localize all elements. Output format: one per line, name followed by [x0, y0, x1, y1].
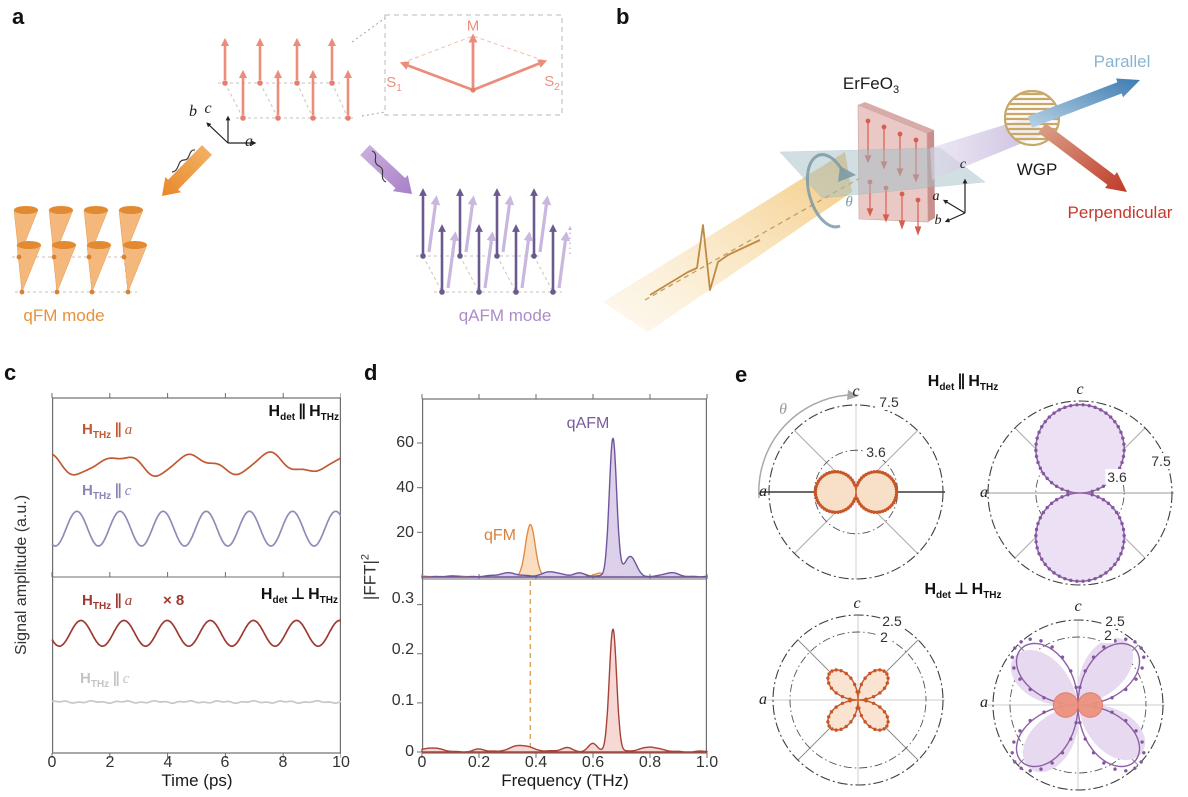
polar2-c-axis: c	[1076, 381, 1084, 398]
c-yaxis-title: Signal amplitude (a.u.)	[13, 494, 30, 656]
crystal-axis-c-label: c	[959, 157, 967, 172]
c-xtick-0: 0	[47, 754, 57, 771]
polar1-ring-inner: 3.6	[864, 444, 888, 460]
polar4-ring-outer: 2.5	[1103, 613, 1127, 629]
d-xtick-04: 0.4	[524, 754, 548, 771]
qfm-lattice	[12, 206, 148, 295]
d-ytick-01: 0.1	[391, 692, 414, 709]
polar1-c-axis: c	[852, 383, 860, 400]
c-xtick-2: 2	[105, 754, 115, 771]
axis-c-label: c	[204, 100, 212, 117]
axis-a-label: a	[245, 133, 253, 150]
d-xtick-06: 0.6	[581, 754, 605, 771]
d-xaxis-title: Frequency (THz)	[501, 771, 629, 790]
perpendicular-channel-label: Perpendicular	[1067, 203, 1173, 222]
polar-charts	[758, 390, 1174, 791]
polar2-ring-inner: 3.6	[1105, 469, 1129, 485]
c-xtick-10: 10	[332, 754, 350, 771]
c-xaxis-title: Time (ps)	[161, 771, 233, 790]
c-xtick-4: 4	[163, 754, 173, 771]
condition-parallel-label: Hdet ∥ HTHz	[268, 401, 339, 424]
d-xtick-10: 1.0	[695, 754, 719, 771]
qfm-peak-label: qFM	[484, 527, 516, 544]
trace-hthz-c-label: HTHz ∥ c	[82, 481, 132, 502]
c-xtick-6: 6	[220, 754, 230, 771]
polar4-a-axis: a	[980, 694, 988, 711]
panel-b-letter: b	[616, 4, 630, 29]
trace-hthz-c-perp-label: HTHz ∥ c	[80, 669, 130, 690]
c-xtick-8: 8	[278, 754, 288, 771]
theta-rotation-arrow	[805, 153, 856, 229]
polar1-a-axis: a	[759, 483, 767, 500]
d-ytick-02: 0.2	[391, 641, 414, 658]
scale-factor-label: × 8	[163, 592, 185, 609]
polar2-a-axis: a	[980, 484, 988, 501]
spin-modes-illustration	[12, 14, 573, 295]
crystal-axis-triad	[942, 178, 968, 223]
trace-hthz-a-label: HTHz ∥ a	[82, 420, 133, 441]
polar-condition-perpendicular: Hdet ⊥ HTHz	[924, 578, 1002, 602]
central-spin-lattice	[218, 37, 356, 121]
qafm-excitation-arrow	[360, 144, 412, 194]
polar3-a-axis: a	[759, 691, 767, 708]
spin2-label: S2	[544, 73, 560, 93]
parallel-output-arrow	[1027, 78, 1140, 128]
d-xtick-0: 0	[417, 754, 427, 771]
polar3-c-axis: c	[853, 595, 861, 612]
qafm-lattice	[416, 188, 573, 295]
d-xtick-02: 0.2	[467, 754, 491, 771]
d-ytick-03: 0.3	[391, 590, 414, 607]
panel-d-letter: d	[364, 360, 378, 385]
polar4-ring-inner: 2	[1102, 627, 1114, 643]
polar-theta-label: θ	[779, 401, 787, 418]
d-xtick-08: 0.8	[638, 754, 662, 771]
abc-axis-triad	[206, 115, 257, 146]
axis-b-label: b	[189, 103, 197, 120]
polar1-ring-outer: 7.5	[877, 394, 901, 410]
crystal-name-label: ErFeO3	[842, 73, 900, 97]
trace-hthz-a-perp-label: HTHz ∥ a	[82, 591, 133, 612]
theta-angle-label: θ	[845, 194, 853, 211]
wgp-label: WGP	[1016, 160, 1058, 179]
polar3-ring-outer: 2.5	[880, 613, 904, 629]
d-ytick-20: 20	[396, 524, 414, 541]
thz-beam	[603, 152, 861, 332]
perpendicular-output-arrow	[1038, 123, 1127, 192]
condition-perpendicular-label: Hdet ⊥ HTHz	[260, 584, 338, 607]
parallel-channel-label: Parallel	[1093, 52, 1151, 71]
qfm-mode-label: qFM mode	[23, 306, 105, 325]
d-ytick-40: 40	[396, 479, 414, 496]
crystal-axis-b-label: b	[934, 213, 942, 228]
panel-e-letter: e	[735, 362, 748, 387]
thz-pulse-waveform	[649, 224, 761, 296]
panel-c-letter: c	[4, 360, 17, 385]
qfm-excitation-arrow	[162, 145, 212, 196]
polar4-c-axis: c	[1074, 598, 1082, 615]
magnetization-label: M	[466, 17, 480, 35]
polar2-ring-outer: 7.5	[1149, 453, 1173, 469]
fft-spectrum-chart	[417, 394, 708, 758]
qafm-mode-label: qAFM mode	[458, 306, 552, 325]
d-ytick-00: 0	[405, 743, 414, 760]
time-domain-chart	[51, 393, 341, 758]
polar-condition-parallel: Hdet ∥ HTHz	[927, 370, 999, 394]
crystal-axis-a-label: a	[932, 189, 940, 204]
spin1-label: S1	[386, 74, 402, 94]
d-ytick-60: 60	[396, 434, 414, 451]
panel-a-letter: a	[12, 4, 25, 29]
spin-vector-inset	[351, 14, 563, 117]
polar3-ring-inner: 2	[878, 629, 890, 645]
qafm-peak-label: qAFM	[566, 415, 610, 432]
d-yaxis-title: |FFT|2	[359, 553, 380, 601]
experimental-setup-illustration	[603, 78, 1140, 332]
